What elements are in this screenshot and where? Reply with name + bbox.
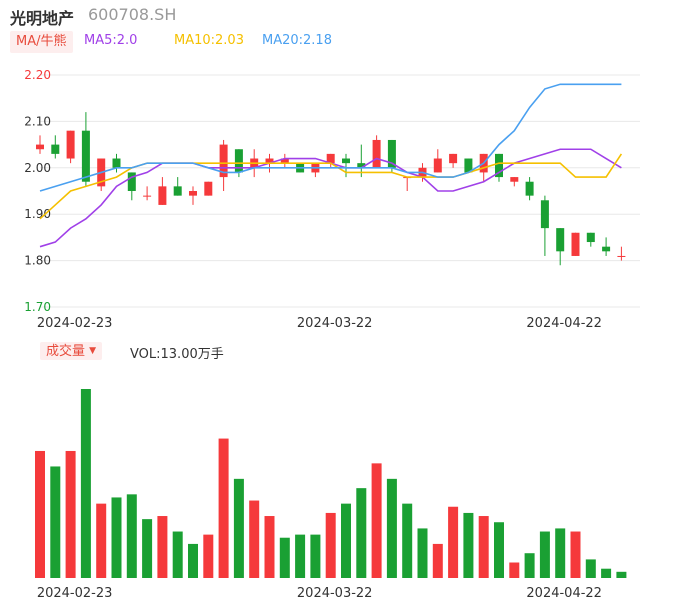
candle-body bbox=[617, 255, 626, 257]
volume-bar bbox=[570, 531, 581, 578]
candle-body bbox=[357, 163, 366, 168]
stock-code: 600708.SH bbox=[88, 5, 177, 24]
candle-body bbox=[372, 139, 381, 168]
candle-body bbox=[449, 153, 458, 164]
price-tick-label: 1.80 bbox=[24, 254, 51, 268]
ma-toggle-button[interactable]: MA/牛熊 bbox=[10, 31, 73, 53]
candle-body bbox=[556, 228, 565, 252]
volume-bar bbox=[524, 553, 535, 578]
volume-bar bbox=[478, 516, 489, 578]
volume-bar bbox=[142, 519, 153, 578]
candle-body bbox=[265, 158, 274, 164]
candle-body bbox=[173, 186, 182, 196]
volume-bar bbox=[616, 571, 627, 578]
volume-bar bbox=[356, 488, 367, 578]
candle-body bbox=[66, 130, 75, 159]
caret-down-icon: ▼ bbox=[89, 346, 97, 356]
volume-bar bbox=[50, 466, 61, 578]
volume-bar bbox=[494, 522, 504, 578]
volume-bar bbox=[172, 531, 183, 578]
candlestick-chart[interactable]: 2.20 2.10 2.00 1.90 1.80 1.70 2024-02-23 2024-0… bbox=[0, 0, 686, 335]
candle-body bbox=[127, 172, 136, 191]
candle-body bbox=[36, 144, 44, 150]
price-tick-label: 1.90 bbox=[24, 207, 51, 221]
candle-body bbox=[158, 186, 167, 205]
volume-bar bbox=[111, 497, 122, 578]
candle-body bbox=[280, 158, 289, 164]
volume-bar bbox=[539, 531, 550, 578]
volume-bar bbox=[35, 450, 45, 578]
ma20-line bbox=[39, 83, 622, 192]
candle-body bbox=[525, 181, 534, 196]
price-tick-label: 1.70 bbox=[24, 300, 51, 314]
candle-body bbox=[510, 177, 519, 182]
volume-bar bbox=[279, 537, 290, 578]
volume-bar bbox=[218, 438, 229, 578]
candle-body bbox=[540, 200, 549, 229]
candle-body bbox=[234, 149, 243, 173]
volume-bar bbox=[65, 450, 76, 578]
candle-body bbox=[143, 195, 152, 197]
candle-body bbox=[387, 139, 396, 168]
date-tick-label: 2024-02-23 bbox=[37, 316, 113, 331]
candle-body bbox=[219, 144, 228, 178]
volume-bar bbox=[371, 463, 382, 578]
price-tick-label: 2.00 bbox=[24, 161, 51, 175]
candle-body bbox=[189, 191, 197, 196]
volume-bar bbox=[203, 534, 214, 578]
candle-body bbox=[495, 153, 503, 178]
volume-bar bbox=[310, 534, 321, 578]
volume-bar bbox=[555, 528, 566, 578]
ma5-legend: MA5:2.0 bbox=[84, 33, 138, 48]
candle-body bbox=[586, 232, 595, 243]
candle-body bbox=[112, 158, 121, 168]
volume-bar bbox=[386, 478, 397, 578]
candle-body bbox=[342, 158, 350, 164]
volume-chart[interactable]: 2024-02-23 2024-03-22 2024-04-22 bbox=[0, 365, 686, 606]
volume-bar bbox=[80, 389, 91, 578]
volume-bar bbox=[432, 543, 443, 578]
volume-bar bbox=[264, 516, 275, 578]
volume-toggle-label: 成交量 bbox=[46, 344, 86, 359]
price-tick-label: 2.10 bbox=[24, 114, 51, 128]
candle-body bbox=[204, 181, 213, 196]
volume-bar bbox=[157, 516, 168, 578]
volume-bar bbox=[188, 543, 198, 578]
ma10-line bbox=[39, 153, 623, 220]
volume-bar bbox=[402, 503, 413, 578]
volume-bar bbox=[249, 500, 260, 578]
volume-bar bbox=[325, 512, 336, 578]
candle-body bbox=[433, 158, 442, 173]
candle-body bbox=[326, 153, 335, 164]
candle-body bbox=[464, 158, 473, 173]
volume-bar bbox=[509, 562, 520, 578]
candle-body bbox=[571, 232, 580, 256]
volume-bar bbox=[295, 534, 306, 578]
price-tick-label: 2.20 bbox=[24, 68, 51, 82]
volume-bar bbox=[585, 559, 596, 578]
candle-body bbox=[602, 246, 611, 252]
volume-date-tick-label: 2024-03-22 bbox=[297, 586, 373, 601]
date-tick-label: 2024-04-22 bbox=[526, 316, 602, 331]
volume-toggle-button[interactable]: 成交量 ▼ bbox=[40, 342, 103, 360]
volume-bar bbox=[463, 512, 474, 578]
volume-bar bbox=[417, 528, 428, 578]
volume-bar bbox=[448, 506, 459, 578]
volume-bar bbox=[601, 568, 612, 578]
volume-bar bbox=[96, 503, 107, 578]
ma10-legend: MA10:2.03 bbox=[174, 33, 244, 48]
date-tick-label: 2024-03-22 bbox=[297, 316, 373, 331]
volume-date-tick-label: 2024-02-23 bbox=[37, 586, 113, 601]
ma20-legend: MA20:2.18 bbox=[262, 33, 332, 48]
volume-bar bbox=[341, 503, 351, 578]
volume-bar bbox=[233, 478, 244, 578]
candle-body bbox=[81, 130, 90, 182]
stock-name: 光明地产 bbox=[10, 9, 75, 28]
candle-body bbox=[51, 144, 60, 154]
volume-bar bbox=[126, 494, 137, 578]
volume-date-tick-label: 2024-04-22 bbox=[526, 586, 602, 601]
volume-value: VOL:13.00万手 bbox=[130, 347, 224, 362]
